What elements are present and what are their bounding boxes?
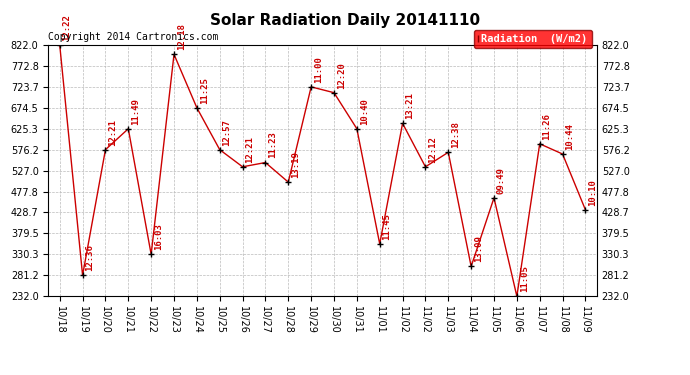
Text: 16:03: 16:03 bbox=[154, 224, 163, 250]
Text: 10:44: 10:44 bbox=[565, 123, 574, 150]
Text: 12:21: 12:21 bbox=[108, 118, 117, 146]
Legend: Radiation  (W/m2): Radiation (W/m2) bbox=[474, 30, 591, 48]
Text: 11:26: 11:26 bbox=[542, 113, 551, 140]
Text: 12:12: 12:12 bbox=[428, 136, 437, 163]
Text: 12:20: 12:20 bbox=[337, 62, 346, 88]
Text: 11:45: 11:45 bbox=[382, 213, 391, 240]
Text: 11:49: 11:49 bbox=[131, 98, 140, 124]
Text: 09:49: 09:49 bbox=[497, 167, 506, 194]
Text: 12:21: 12:21 bbox=[246, 136, 255, 163]
Text: 13:09: 13:09 bbox=[474, 236, 483, 262]
Text: 10:40: 10:40 bbox=[359, 98, 368, 124]
Text: 12:57: 12:57 bbox=[222, 118, 232, 146]
Text: 12:18: 12:18 bbox=[177, 23, 186, 50]
Text: 12:22: 12:22 bbox=[63, 14, 72, 41]
Text: 11:23: 11:23 bbox=[268, 132, 277, 158]
Text: 13:21: 13:21 bbox=[405, 92, 415, 119]
Text: 11:00: 11:00 bbox=[314, 56, 323, 83]
Text: 12:36: 12:36 bbox=[86, 244, 95, 271]
Text: 12:38: 12:38 bbox=[451, 121, 460, 148]
Text: 13:19: 13:19 bbox=[291, 151, 300, 178]
Text: 11:05: 11:05 bbox=[520, 265, 529, 292]
Text: 10:10: 10:10 bbox=[588, 179, 598, 206]
Text: Solar Radiation Daily 20141110: Solar Radiation Daily 20141110 bbox=[210, 13, 480, 28]
Text: Copyright 2014 Cartronics.com: Copyright 2014 Cartronics.com bbox=[48, 33, 219, 42]
Text: 11:25: 11:25 bbox=[199, 77, 208, 104]
